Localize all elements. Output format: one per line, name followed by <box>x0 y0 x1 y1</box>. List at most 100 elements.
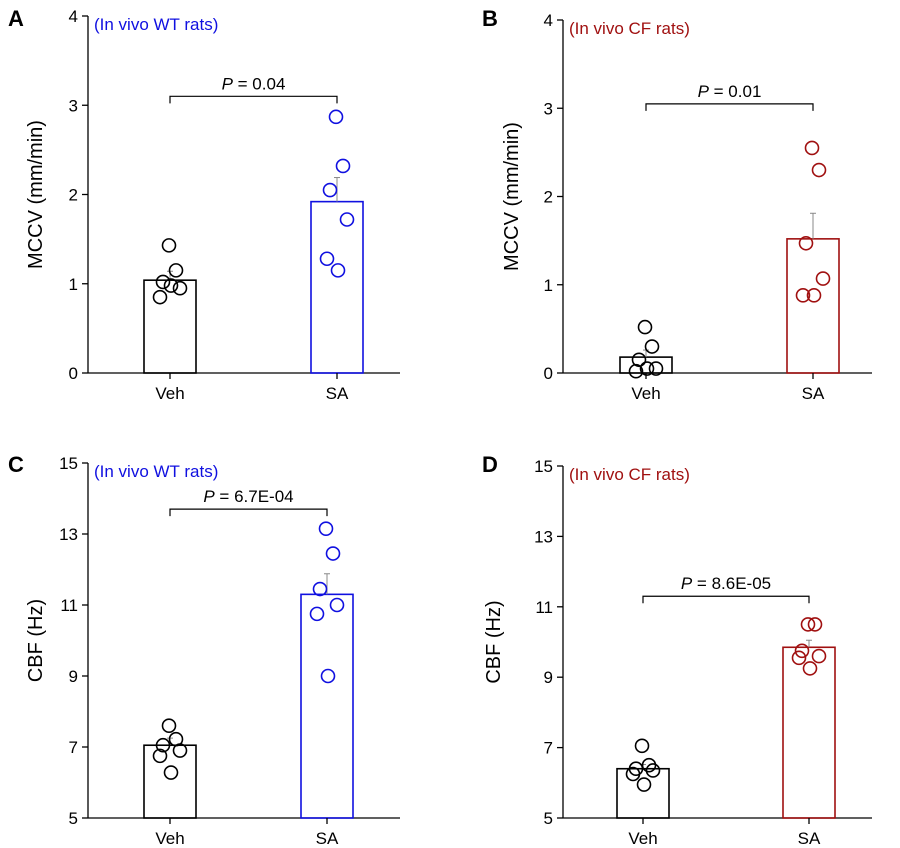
x-tick-label: Veh <box>628 829 657 848</box>
y-axis-label: MCCV (mm/min) <box>501 122 523 271</box>
subtitle: (In vivo CF rats) <box>569 19 690 38</box>
panel-letter: C <box>8 452 24 477</box>
data-point <box>800 617 816 632</box>
y-axis-label: MCCV (mm/min) <box>25 120 47 269</box>
bar-sa <box>782 646 836 819</box>
data-point <box>636 777 652 792</box>
data-point <box>648 361 664 376</box>
data-point <box>155 274 171 290</box>
x-tick-label: SA <box>802 384 825 403</box>
x-tick-label: SA <box>316 829 339 848</box>
bar-veh <box>616 767 670 819</box>
y-tick-label: 7 <box>69 738 78 757</box>
y-tick-label: 9 <box>544 668 553 687</box>
data-point <box>639 361 655 376</box>
y-tick-label: 15 <box>59 454 78 473</box>
data-point <box>309 606 325 622</box>
data-point <box>152 289 168 305</box>
panel-d: D 5 7 9 11 13 15 CBF (Hz) (In vivo CF rats) Veh SA… <box>482 452 872 848</box>
subtitle: (In vivo CF rats) <box>569 465 690 484</box>
y-tick-label: 3 <box>544 99 553 118</box>
p-value-text: = 0.04 <box>233 74 285 93</box>
data-point <box>335 158 351 174</box>
data-point <box>644 339 660 354</box>
data-point <box>168 263 184 278</box>
panel-b: B 0 1 2 3 4 MCCV (mm/min) (In vivo CF rats) Veh S… <box>482 6 872 403</box>
data-point <box>794 643 810 659</box>
y-tick-label: 1 <box>69 275 78 294</box>
y-tick-label: 0 <box>544 364 553 383</box>
y-tick-label: 11 <box>60 596 78 615</box>
data-point <box>330 263 346 278</box>
bar-veh <box>143 279 197 374</box>
bar-veh <box>143 744 197 819</box>
y-tick-label: 4 <box>69 7 78 26</box>
data-point <box>163 765 179 780</box>
panel-letter: B <box>482 6 498 31</box>
data-point <box>163 278 179 293</box>
data-point <box>798 235 814 251</box>
y-tick-label: 4 <box>544 11 553 30</box>
data-point <box>155 737 171 753</box>
p-value: P = 0.04 <box>222 74 286 93</box>
panel-letter: A <box>8 6 24 31</box>
data-point <box>815 271 831 286</box>
p-value: P = 8.6E-05 <box>681 574 771 593</box>
data-point <box>161 238 177 253</box>
panel-c: C 5 7 9 11 13 15 CBF (Hz) (In vivo WT rats) Veh SA… <box>8 452 400 848</box>
p-value: P = 0.01 <box>698 82 762 101</box>
x-tick-label: Veh <box>155 384 184 403</box>
data-point <box>172 743 188 758</box>
data-point <box>791 650 807 666</box>
y-tick-label: 5 <box>69 809 78 828</box>
data-point <box>319 251 335 267</box>
p-value-prefix: P <box>203 487 215 506</box>
data-point <box>637 319 653 335</box>
significance-bracket <box>169 508 328 517</box>
significance-bracket <box>169 95 338 104</box>
y-tick-label: 5 <box>544 809 553 828</box>
data-point <box>325 546 341 561</box>
p-value: P = 6.7E-04 <box>203 487 293 506</box>
significance-bracket <box>645 103 814 111</box>
y-tick-label: 1 <box>544 276 553 295</box>
y-axis-label: CBF (Hz) <box>483 600 505 683</box>
data-point <box>318 521 334 536</box>
data-point <box>807 617 823 632</box>
y-axis-label: CBF (Hz) <box>25 599 47 682</box>
p-value-prefix: P <box>698 82 710 101</box>
p-value-text: = 0.01 <box>709 82 761 101</box>
data-point <box>802 661 818 676</box>
data-point <box>339 212 355 227</box>
data-point <box>320 668 336 684</box>
y-tick-label: 2 <box>69 186 78 205</box>
x-tick-label: SA <box>326 384 349 403</box>
significance-bracket <box>642 595 810 604</box>
y-tick-label: 9 <box>69 667 78 686</box>
data-point <box>806 288 822 303</box>
panel-letter: D <box>482 452 498 477</box>
y-tick-label: 15 <box>534 457 553 476</box>
data-point <box>172 280 188 296</box>
y-tick-label: 0 <box>69 364 78 383</box>
data-point <box>795 288 811 303</box>
data-point <box>328 109 344 125</box>
y-tick-label: 13 <box>534 527 553 546</box>
data-point <box>634 738 650 754</box>
subtitle: (In vivo WT rats) <box>94 15 218 34</box>
data-point <box>811 648 827 664</box>
data-point <box>645 763 661 778</box>
y-tick-label: 3 <box>69 96 78 115</box>
y-tick-label: 7 <box>544 739 553 758</box>
x-tick-label: SA <box>798 829 821 848</box>
bar-sa <box>310 200 364 374</box>
subtitle: (In vivo WT rats) <box>94 462 218 481</box>
y-tick-label: 11 <box>535 598 553 617</box>
data-point <box>161 718 177 734</box>
p-value-text: = 8.6E-05 <box>692 574 771 593</box>
p-value-prefix: P <box>681 574 693 593</box>
y-tick-label: 2 <box>544 188 553 207</box>
bar-sa <box>300 593 354 819</box>
data-point <box>322 182 338 198</box>
